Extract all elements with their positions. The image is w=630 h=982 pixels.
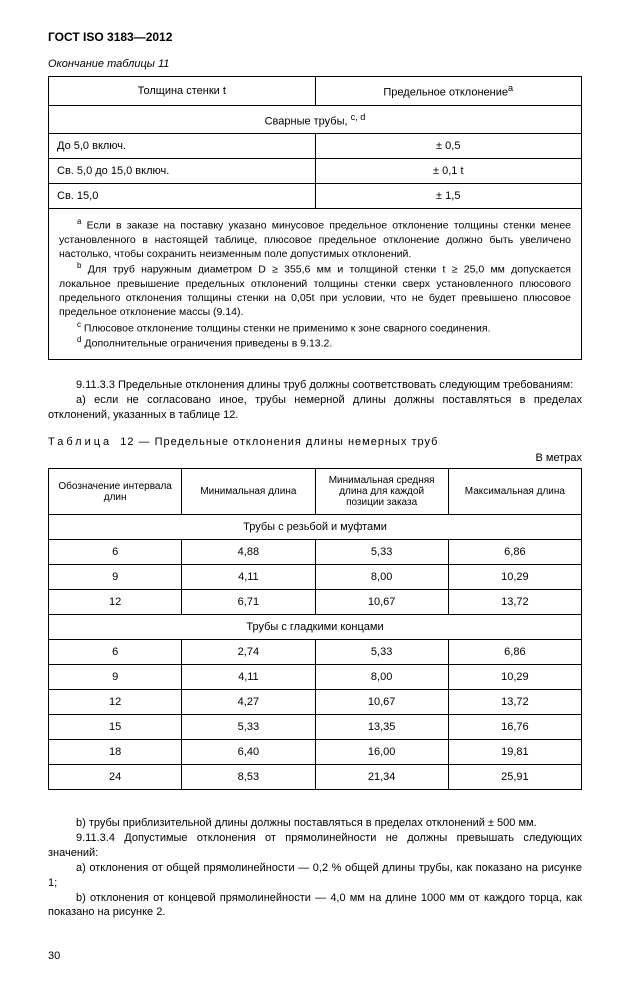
table-cell: Св. 15,0 (49, 184, 316, 209)
table-cell: 4,11 (182, 665, 315, 690)
t12-h1: Обозначение интервала длин (49, 469, 182, 515)
t11-h2: Предельное отклонениеa (315, 77, 582, 106)
table-cell: 6,86 (448, 540, 581, 565)
clause-9-11-3-3: 9.11.3.3 Предельные отклонения длины тру… (48, 378, 582, 423)
table-cell: 24 (49, 765, 182, 790)
table-cell: 10,29 (448, 665, 581, 690)
table-cell: 4,27 (182, 690, 315, 715)
table-cell: 13,72 (448, 690, 581, 715)
table-cell: 9 (49, 565, 182, 590)
clause-9-11-3-4: b) трубы приблизительной длины должны по… (48, 816, 582, 920)
table-cell: 8,00 (315, 565, 448, 590)
t12-sec1: Трубы с резьбой и муфтами (49, 515, 582, 540)
t12-h4: Максимальная длина (448, 469, 581, 515)
table-cell: 10,67 (315, 590, 448, 615)
table-cell: 21,34 (315, 765, 448, 790)
table-cell: 6,86 (448, 640, 581, 665)
table-11: Толщина стенки t Предельное отклонениеa … (48, 76, 582, 360)
t12-h2: Минимальная длина (182, 469, 315, 515)
table-cell: ± 1,5 (315, 184, 582, 209)
table-cell: 12 (49, 690, 182, 715)
body2-p2: 9.11.3.4 Допустимые отклонения от прямол… (48, 831, 582, 861)
table-cell: 12 (49, 590, 182, 615)
table-cell: Св. 5,0 до 15,0 включ. (49, 159, 316, 184)
table-cell: 18 (49, 740, 182, 765)
note-b: Для труб наружным диаметром D ≥ 355,6 мм… (59, 264, 571, 319)
document-title: ГОСТ ISO 3183—2012 (48, 30, 582, 44)
table-cell: 6,40 (182, 740, 315, 765)
table-cell: 9 (49, 665, 182, 690)
table-cell: 6 (49, 540, 182, 565)
table-12: Обозначение интервала длин Минимальная д… (48, 468, 582, 790)
table-cell: 5,33 (315, 540, 448, 565)
t11-section: Сварные трубы, c, d (49, 105, 582, 134)
table-cell: 8,00 (315, 665, 448, 690)
table-cell: 8,53 (182, 765, 315, 790)
table-cell: 10,29 (448, 565, 581, 590)
table12-caption: Таблица 12 — Предельные отклонения длины… (48, 436, 582, 448)
t11-notes: a Если в заказе на поставку указано мину… (49, 209, 582, 360)
table-cell: 5,33 (315, 640, 448, 665)
table-cell: 13,35 (315, 715, 448, 740)
body1-p1: 9.11.3.3 Предельные отклонения длины тру… (48, 378, 582, 393)
note-a: Если в заказе на поставку указано минусо… (59, 220, 571, 260)
page-number: 30 (48, 950, 582, 962)
table-cell: 5,33 (182, 715, 315, 740)
table-cell: 4,88 (182, 540, 315, 565)
table-cell: 6 (49, 640, 182, 665)
t12-sec2: Трубы с гладкими концами (49, 615, 582, 640)
table12-unit: В метрах (48, 452, 582, 464)
note-d: Дополнительные ограничения приведены в 9… (84, 338, 332, 350)
table-cell: 25,91 (448, 765, 581, 790)
table-cell: До 5,0 включ. (49, 134, 316, 159)
table-cell: 10,67 (315, 690, 448, 715)
table-cell: 19,81 (448, 740, 581, 765)
body2-p1: b) трубы приблизительной длины должны по… (48, 816, 582, 831)
note-c: Плюсовое отклонение толщины стенки не пр… (84, 322, 491, 334)
body1-p2: a) если не согласовано иное, трубы немер… (48, 393, 582, 423)
body2-p3: a) отклонения от общей прямолинейности —… (48, 861, 582, 891)
table-cell: 6,71 (182, 590, 315, 615)
table-cell: ± 0,5 (315, 134, 582, 159)
table-cell: 13,72 (448, 590, 581, 615)
body2-p4: b) отклонения от концевой прямолинейност… (48, 891, 582, 921)
table-cell: 2,74 (182, 640, 315, 665)
table-cell: 15 (49, 715, 182, 740)
t11-h1: Толщина стенки t (49, 77, 316, 106)
table-cell: ± 0,1 t (315, 159, 582, 184)
table-cell: 4,11 (182, 565, 315, 590)
table-cell: 16,00 (315, 740, 448, 765)
table-cell: 16,76 (448, 715, 581, 740)
table11-caption: Окончание таблицы 11 (48, 58, 582, 70)
t12-h3: Минимальная средняя длина для каждой поз… (315, 469, 448, 515)
